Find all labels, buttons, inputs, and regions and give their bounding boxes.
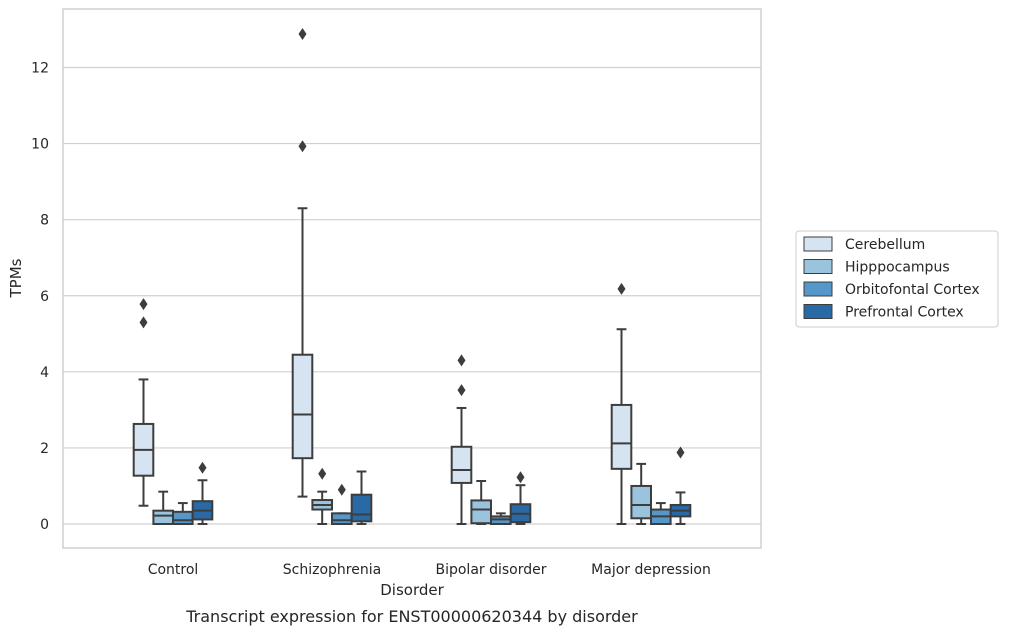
box-hipppocampus bbox=[630, 462, 653, 525]
outlier-marker bbox=[457, 384, 466, 397]
legend-swatch bbox=[803, 281, 833, 297]
box-body bbox=[470, 499, 492, 525]
outlier-marker bbox=[516, 471, 525, 484]
gridlines bbox=[63, 66, 761, 525]
legend-swatch bbox=[803, 236, 833, 252]
legend-frame bbox=[795, 230, 999, 328]
box-body bbox=[450, 445, 473, 484]
boxes bbox=[132, 28, 692, 526]
outlier-marker bbox=[676, 446, 685, 459]
x-tick-labels: Control Schizophrenia Bipolar disorder Majo… bbox=[148, 562, 711, 578]
x-axis-title: Disorder bbox=[380, 581, 444, 599]
y-tick-label: 0 bbox=[40, 517, 49, 533]
box-prefrontal-cortex bbox=[669, 446, 692, 525]
legend-swatch bbox=[803, 304, 833, 319]
outlier-marker bbox=[337, 483, 346, 496]
box-body bbox=[331, 512, 353, 525]
box-body bbox=[291, 353, 314, 460]
legend: Cerebellum Hipppocampus Orbitofontal Corte… bbox=[795, 230, 999, 328]
box-cerebellum bbox=[291, 28, 314, 498]
box-orbitofontal-cortex bbox=[650, 502, 672, 525]
y-tick-label: 12 bbox=[31, 61, 49, 77]
outlier-marker bbox=[298, 140, 307, 153]
x-tick-label: Schizophrenia bbox=[283, 562, 381, 578]
box-body bbox=[350, 493, 373, 523]
x-tick-label: Control bbox=[148, 562, 199, 578]
box-body bbox=[152, 509, 174, 526]
y-tick-label: 2 bbox=[40, 441, 49, 457]
legend-label: Cerebellum bbox=[845, 237, 925, 253]
legend-label: Orbitofontal Cortex bbox=[845, 282, 980, 298]
box-hipppocampus bbox=[470, 480, 492, 525]
outlier-marker bbox=[198, 461, 207, 474]
box-cerebellum bbox=[610, 282, 633, 525]
x-tick-label: Major depression bbox=[591, 562, 711, 578]
outlier-marker bbox=[457, 354, 466, 367]
y-tick-label: 8 bbox=[40, 213, 49, 229]
box-orbitofontal-cortex bbox=[331, 483, 353, 525]
plot-area bbox=[63, 9, 761, 548]
box-hipppocampus bbox=[152, 490, 174, 526]
box-hipppocampus bbox=[311, 467, 333, 525]
box-body bbox=[630, 484, 653, 520]
legend-swatch bbox=[803, 259, 833, 274]
box-prefrontal-cortex bbox=[350, 470, 373, 525]
outlier-marker bbox=[617, 282, 626, 295]
box-prefrontal-cortex bbox=[509, 471, 532, 525]
outlier-marker bbox=[139, 316, 148, 329]
y-tick-label: 4 bbox=[40, 365, 49, 381]
outlier-marker bbox=[139, 298, 148, 311]
y-tick-label: 6 bbox=[40, 289, 49, 305]
legend-label: Prefrontal Cortex bbox=[845, 305, 964, 321]
outlier-marker bbox=[298, 28, 307, 41]
plot-frame bbox=[62, 8, 762, 549]
x-tick-label: Bipolar disorder bbox=[435, 562, 546, 578]
box-body bbox=[610, 403, 633, 470]
y-tick-labels: 0 2 4 6 8 10 12 bbox=[31, 61, 49, 534]
box-cerebellum bbox=[132, 298, 155, 507]
y-tick-label: 10 bbox=[31, 137, 49, 153]
box-body bbox=[172, 510, 194, 525]
outlier-marker bbox=[318, 467, 327, 480]
y-axis-title: TPMs bbox=[7, 258, 25, 298]
box-cerebellum bbox=[450, 354, 473, 525]
box-prefrontal-cortex bbox=[191, 461, 214, 525]
chart-caption: Transcript expression for ENST0000062034… bbox=[185, 607, 638, 626]
legend-label: Hipppocampus bbox=[845, 260, 950, 276]
